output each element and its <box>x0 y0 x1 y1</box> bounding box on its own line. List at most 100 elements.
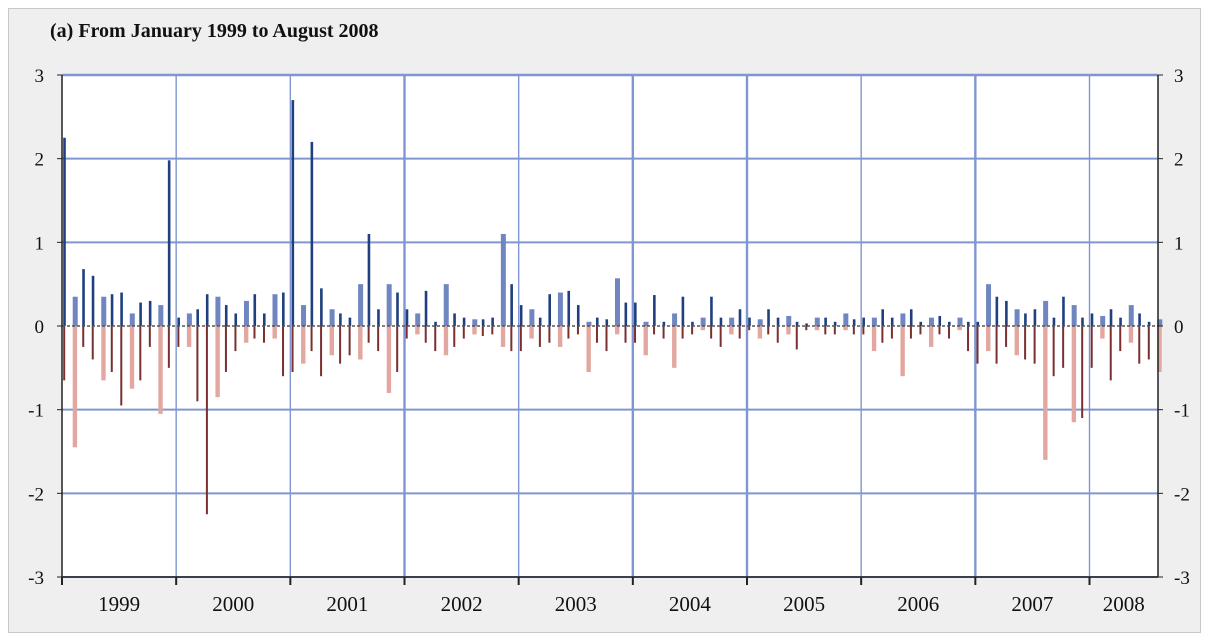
bar-positive <box>814 317 820 326</box>
bar-positive <box>453 313 456 326</box>
bar-negative <box>310 326 313 352</box>
bar-negative <box>386 326 392 393</box>
bar-positive <box>405 309 409 326</box>
bar-negative <box>548 326 551 343</box>
bar-positive <box>909 309 913 326</box>
bar-negative <box>767 326 770 335</box>
bar-positive <box>519 305 523 326</box>
bar-negative <box>358 326 363 360</box>
bar-positive <box>672 313 678 326</box>
bar-negative <box>748 326 751 331</box>
bar-negative <box>443 326 449 356</box>
bar-positive <box>748 317 751 326</box>
tick-labels: 3 3 2 2 1 1 0 0 -1 -1 -2 -2 -3 -3 1999 2000 2001 2002 2003… <box>28 66 1190 616</box>
bar-positive <box>481 319 485 326</box>
bar-negative <box>1157 326 1162 373</box>
bar-positive <box>282 292 285 326</box>
bar-positive <box>615 278 621 326</box>
bar-negative <box>795 326 798 350</box>
bar-negative <box>1071 326 1077 423</box>
bar-negative <box>519 326 522 352</box>
bar-negative <box>177 326 180 347</box>
x-tick-label: 2008 <box>1103 592 1145 616</box>
bar-positive <box>215 296 221 326</box>
bar-negative <box>957 326 962 331</box>
bar-positive <box>1100 315 1106 326</box>
bar-positive <box>576 305 580 326</box>
bar-negative <box>1062 326 1065 368</box>
bar-negative <box>567 326 570 339</box>
bar-negative <box>186 326 192 347</box>
bar-negative <box>129 326 135 389</box>
bar-negative <box>634 326 637 343</box>
bar-positive <box>938 315 942 326</box>
bar-positive <box>691 321 694 326</box>
bar-negative <box>738 326 741 339</box>
bar-negative <box>909 326 912 339</box>
bar-positive <box>1090 313 1094 326</box>
bar-negative <box>500 326 506 347</box>
bar-negative <box>786 326 791 335</box>
bar-positive <box>510 284 513 326</box>
bar-negative <box>576 326 579 335</box>
bar-positive <box>957 317 963 326</box>
bar-positive <box>1024 313 1027 326</box>
bar-positive <box>567 290 571 326</box>
x-tick-label: 2004 <box>669 592 712 616</box>
bar-positive <box>377 309 380 326</box>
bar-negative <box>291 326 294 373</box>
y-tick-label-left: 2 <box>35 150 45 171</box>
bar-positive <box>1071 305 1077 326</box>
bar-negative <box>757 326 763 339</box>
bar-positive <box>491 317 494 326</box>
bar-negative <box>1005 326 1008 347</box>
bar-negative <box>101 326 106 381</box>
bar-positive <box>852 319 856 326</box>
bar-positive <box>729 317 735 326</box>
bar-negative <box>434 326 437 352</box>
bar-negative <box>710 326 713 339</box>
bar-negative <box>624 326 627 343</box>
bar-positive <box>786 315 792 326</box>
bar-positive <box>1157 319 1163 326</box>
bar-negative <box>424 326 427 343</box>
x-tick-label: 2002 <box>441 592 483 616</box>
bar-positive <box>310 141 314 326</box>
bar-negative <box>976 326 979 364</box>
bar-positive <box>243 300 249 326</box>
bar-positive <box>158 305 164 326</box>
bar-negative <box>776 326 779 343</box>
bar-positive <box>681 296 685 326</box>
bar-negative <box>1147 326 1150 360</box>
bar-positive <box>653 295 656 326</box>
bar-positive <box>529 309 535 326</box>
bar-negative <box>348 326 351 356</box>
bar-positive <box>262 313 266 326</box>
bar-negative <box>405 326 408 339</box>
bar-negative <box>377 326 380 352</box>
bar-negative <box>253 326 256 339</box>
bar-positive <box>1052 317 1056 326</box>
bars <box>63 100 1163 515</box>
y-tick-label-left: 0 <box>35 317 45 338</box>
bar-negative <box>120 326 123 406</box>
bar-negative <box>1081 326 1084 419</box>
bar-positive <box>1138 313 1141 326</box>
bar-negative <box>196 326 199 402</box>
bar-negative <box>1100 326 1105 339</box>
bar-positive <box>434 321 437 326</box>
bar-positive <box>415 313 421 326</box>
bar-negative <box>491 326 494 335</box>
bar-negative <box>595 326 598 343</box>
bar-positive <box>824 317 827 326</box>
bar-positive <box>101 296 107 326</box>
bar-positive <box>348 317 352 326</box>
y-tick-label-left: -2 <box>28 484 44 505</box>
bar-positive <box>995 296 999 326</box>
bar-positive <box>776 317 780 326</box>
bar-positive <box>1081 317 1084 326</box>
bar-positive <box>605 319 609 326</box>
bar-positive <box>339 313 342 326</box>
x-tick-label: 2005 <box>783 592 825 616</box>
